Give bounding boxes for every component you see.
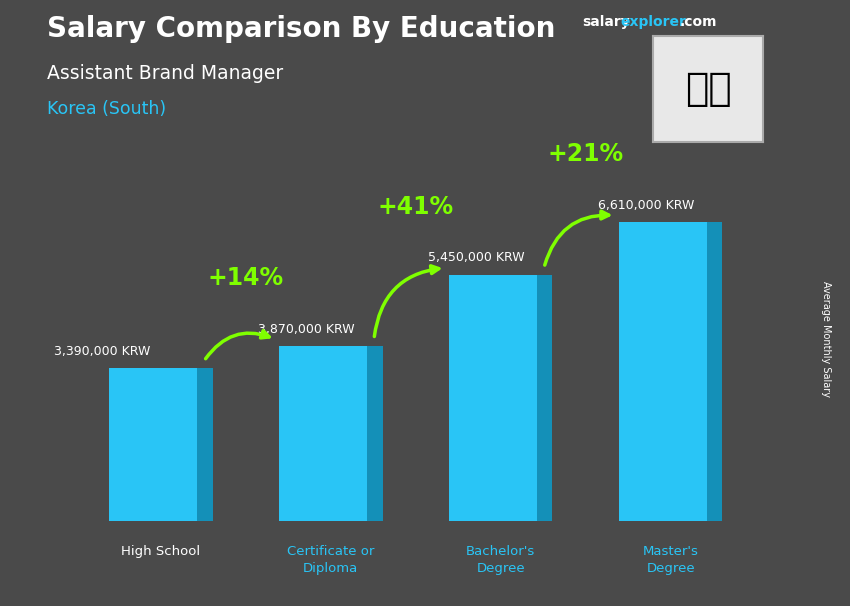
Text: Korea (South): Korea (South) xyxy=(47,100,166,118)
Text: 3,390,000 KRW: 3,390,000 KRW xyxy=(54,345,150,358)
Polygon shape xyxy=(367,346,382,521)
Polygon shape xyxy=(197,368,212,521)
Text: 3,870,000 KRW: 3,870,000 KRW xyxy=(258,323,354,336)
Polygon shape xyxy=(619,222,707,521)
Text: High School: High School xyxy=(121,545,201,558)
Text: +14%: +14% xyxy=(207,266,284,290)
Polygon shape xyxy=(109,368,197,521)
Polygon shape xyxy=(279,346,367,521)
Text: 🇰🇷: 🇰🇷 xyxy=(685,70,731,108)
Text: 6,610,000 KRW: 6,610,000 KRW xyxy=(598,199,694,212)
Text: Bachelor's
Degree: Bachelor's Degree xyxy=(466,545,536,575)
Text: Salary Comparison By Education: Salary Comparison By Education xyxy=(47,15,555,43)
Polygon shape xyxy=(449,275,537,521)
Text: Assistant Brand Manager: Assistant Brand Manager xyxy=(47,64,283,82)
Polygon shape xyxy=(707,222,722,521)
Text: Average Monthly Salary: Average Monthly Salary xyxy=(821,281,831,398)
Text: 5,450,000 KRW: 5,450,000 KRW xyxy=(428,251,524,264)
Text: Master's
Degree: Master's Degree xyxy=(643,545,699,575)
Text: +21%: +21% xyxy=(547,142,624,166)
Text: explorer: explorer xyxy=(620,15,686,29)
Polygon shape xyxy=(537,275,553,521)
Text: salary: salary xyxy=(582,15,630,29)
Text: Certificate or
Diploma: Certificate or Diploma xyxy=(287,545,374,575)
Text: +41%: +41% xyxy=(377,195,454,219)
Text: .com: .com xyxy=(680,15,717,29)
